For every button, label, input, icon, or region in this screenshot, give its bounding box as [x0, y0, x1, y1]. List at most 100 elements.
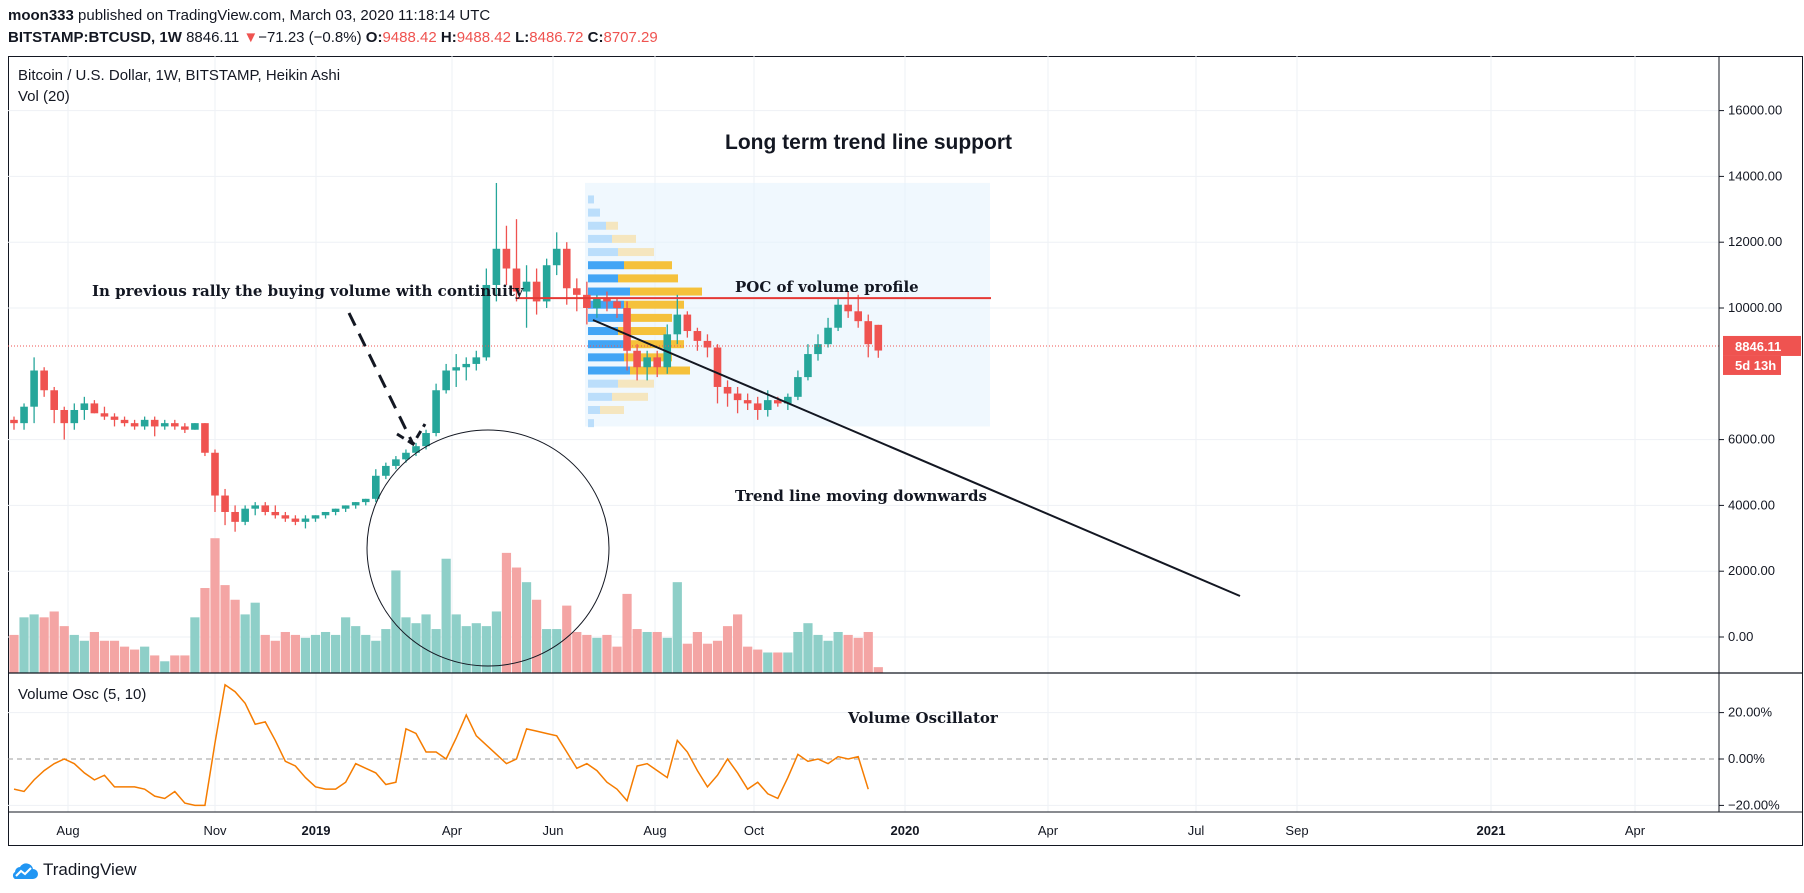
candle-body-32 — [331, 508, 340, 512]
annotation-rally: In previous rally the buying volume with… — [92, 282, 524, 300]
volume-study-label[interactable]: Vol (20) — [18, 88, 70, 105]
candle-body-37 — [382, 465, 390, 476]
profile-bar-down-3 — [612, 234, 636, 243]
candle-body-86 — [874, 324, 883, 351]
candle-body-66 — [673, 314, 682, 335]
volume-bar-33 — [341, 617, 351, 673]
candle-body-4 — [50, 390, 58, 410]
volume-bar-21 — [220, 585, 230, 673]
candle-body-23 — [241, 508, 249, 522]
profile-bar-up-16 — [588, 405, 600, 414]
volume-bar-85 — [863, 631, 873, 673]
low-label: L: — [515, 29, 530, 46]
volume-bar-47 — [481, 626, 491, 673]
volume-bar-40 — [411, 623, 421, 673]
volume-bar-13 — [140, 646, 150, 673]
profile-bar-up-8 — [588, 300, 624, 309]
candle-body-18 — [191, 423, 199, 430]
high-value: 9488.42 — [456, 29, 511, 46]
volume-bar-7 — [79, 640, 89, 673]
volume-bar-60 — [612, 646, 622, 673]
volume-bar-31 — [320, 631, 331, 673]
candle-body-70 — [713, 347, 722, 387]
author-name[interactable]: moon333 — [8, 7, 74, 24]
volume-bar-74 — [753, 649, 763, 673]
price-tick-label-1: 14000.00 — [1728, 168, 1782, 183]
candle-body-54 — [552, 248, 561, 266]
candle-body-64 — [653, 357, 661, 368]
volume-bar-11 — [119, 646, 130, 673]
price-tick-label-0: 16000.00 — [1728, 103, 1782, 118]
candle-body-44 — [452, 367, 460, 371]
candle-body-85 — [864, 321, 873, 345]
candle-body-47 — [482, 284, 491, 358]
candle-body-74 — [753, 403, 762, 410]
candle-body-17 — [181, 426, 189, 430]
price-tick-label-5: 4000.00 — [1728, 497, 1775, 512]
candle-body-80 — [814, 344, 822, 355]
time-tick-label-12: Apr — [1625, 823, 1646, 838]
annotation-title: Long term trend line support — [725, 131, 1012, 154]
volume-bar-41 — [421, 614, 431, 673]
candle-body-51 — [522, 281, 531, 292]
volume-bar-55 — [562, 605, 572, 673]
volume-bar-70 — [712, 640, 723, 673]
price-tick-label-7: 0.00 — [1728, 629, 1753, 644]
volume-bar-83 — [843, 634, 853, 673]
trend-line — [592, 319, 1241, 597]
candle-body-10 — [110, 416, 119, 420]
volume-bar-78 — [793, 631, 803, 673]
volume-bar-64 — [652, 631, 662, 673]
tradingview-logo[interactable]: TradingView — [8, 859, 137, 881]
candle-body-28 — [291, 518, 300, 522]
profile-bar-up-12 — [588, 353, 624, 362]
volume-bar-38 — [391, 570, 401, 673]
volume-bar-71 — [722, 626, 733, 673]
profile-bar-down-13 — [630, 366, 690, 375]
volume-bar-72 — [733, 614, 743, 673]
volume-bar-16 — [170, 655, 180, 673]
oscillator-study-label[interactable]: Volume Osc (5, 10) — [18, 686, 147, 703]
candle-body-62 — [633, 350, 641, 368]
profile-bar-down-5 — [624, 261, 672, 270]
candle-body-79 — [804, 354, 812, 378]
volume-bar-69 — [702, 643, 713, 673]
candle-body-72 — [733, 393, 742, 401]
time-tick-label-11: 2021 — [1477, 823, 1506, 838]
volume-bar-49 — [501, 552, 512, 673]
candle-body-16 — [171, 423, 179, 427]
volume-bar-80 — [813, 634, 823, 673]
symbol-label: BITSTAMP:BTCUSD, 1W — [8, 29, 182, 46]
profile-bar-up-5 — [588, 261, 624, 270]
volume-bars — [9, 538, 883, 673]
volume-bar-57 — [582, 634, 592, 673]
volume-bar-75 — [763, 652, 773, 673]
candle-body-41 — [422, 433, 430, 447]
candle-body-69 — [703, 340, 712, 348]
candle-body-53 — [542, 265, 551, 302]
volume-bar-4 — [49, 611, 59, 673]
volume-bar-67 — [682, 643, 692, 673]
volume-bar-46 — [471, 623, 481, 673]
volume-bar-2 — [29, 614, 39, 673]
candle-body-75 — [763, 400, 772, 410]
profile-bar-up-7 — [588, 287, 630, 296]
close-label: C: — [587, 29, 604, 46]
volume-bar-15 — [160, 661, 170, 673]
candle-body-1 — [20, 406, 28, 424]
volume-bar-62 — [632, 629, 642, 673]
candle-body-61 — [623, 308, 631, 351]
candle-body-56 — [573, 288, 581, 295]
volume-bar-79 — [803, 623, 813, 673]
volume-bar-26 — [270, 640, 280, 673]
candle-body-48 — [492, 248, 501, 285]
candle-body-22 — [231, 511, 239, 522]
volume-bar-8 — [89, 631, 99, 673]
candle-body-52 — [532, 281, 541, 302]
publish-line: moon333 published on TradingView.com, Ma… — [8, 7, 490, 24]
profile-bar-up-1 — [588, 208, 600, 217]
volume-bar-36 — [371, 640, 381, 673]
volume-bar-42 — [431, 629, 441, 673]
candle-body-12 — [130, 423, 139, 427]
